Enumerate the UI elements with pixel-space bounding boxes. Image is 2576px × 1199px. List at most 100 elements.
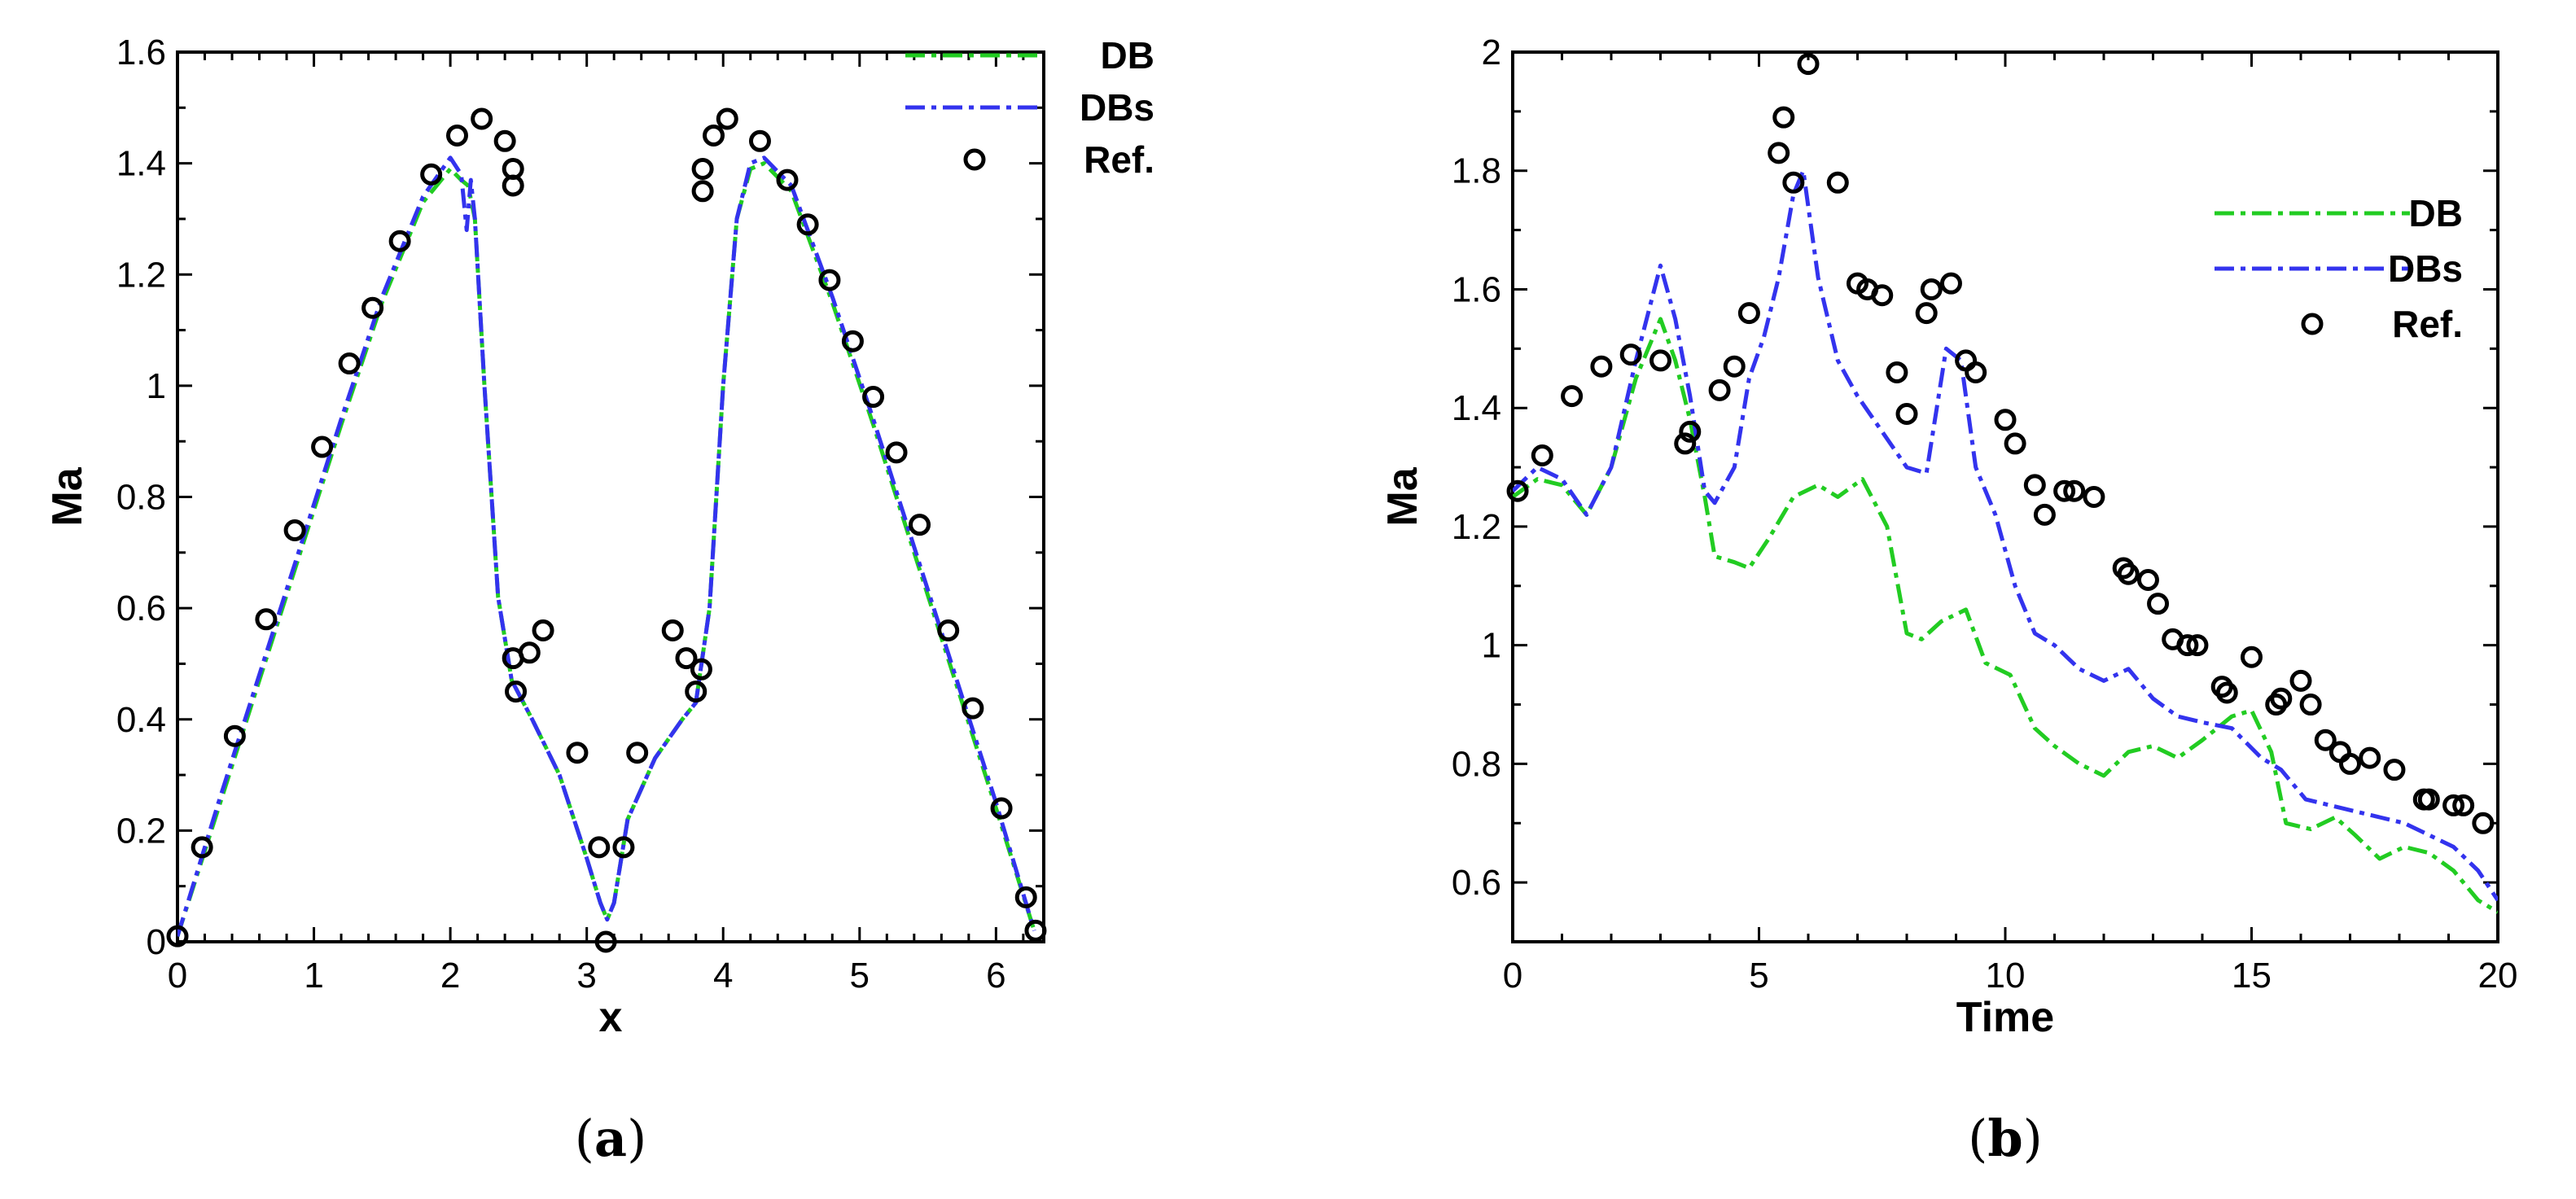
x-tick-label: 3 <box>576 956 596 996</box>
caption-letter: a <box>594 1109 627 1168</box>
ref-marker <box>703 124 725 147</box>
ref-marker <box>502 174 524 197</box>
ref-marker <box>675 647 698 670</box>
ref-marker <box>990 797 1013 820</box>
ref-marker <box>1619 344 1642 366</box>
x-tick-label: 10 <box>1986 956 2026 996</box>
ref-marker <box>2053 479 2076 502</box>
y-axis-title: Ma <box>1379 466 1426 526</box>
ref-marker <box>283 519 306 541</box>
caption-close-paren: ) <box>2023 1109 2043 1168</box>
ref-marker <box>1679 420 1702 443</box>
ref-marker <box>493 129 516 152</box>
ref-marker <box>2417 788 2440 811</box>
ref-marker <box>1939 272 1962 295</box>
ref-marker <box>862 386 885 409</box>
ref-marker <box>388 230 411 252</box>
ref-marker <box>909 514 931 536</box>
ref-marker <box>223 724 246 747</box>
ref-marker <box>716 107 738 130</box>
ref-marker <box>1895 402 1918 425</box>
ref-marker <box>2314 729 2337 751</box>
ref-marker <box>588 836 611 859</box>
y-tick-label: 1.6 <box>116 33 166 72</box>
y-tick-label: 1.6 <box>1452 269 1501 309</box>
ref-marker <box>191 836 213 859</box>
ref-marker <box>338 352 361 375</box>
y-tick-label: 1 <box>1482 626 1501 666</box>
y-tick-label: 0.4 <box>116 700 166 740</box>
series-line-db <box>1513 317 2498 914</box>
ref-marker <box>1955 349 1978 372</box>
ref-marker <box>818 269 841 291</box>
x-axis-title: Time <box>1956 994 2054 1041</box>
ref-marker <box>2147 593 2170 615</box>
ref-marker <box>841 330 864 352</box>
x-tick-label: 20 <box>2478 956 2518 996</box>
ref-marker <box>2328 741 2351 764</box>
ref-marker <box>1506 479 1529 502</box>
ref-marker <box>2186 634 2209 657</box>
ref-marker <box>1024 919 1047 942</box>
x-tick-label: 2 <box>440 956 460 996</box>
y-tick-label: 2 <box>1482 33 1501 72</box>
ref-marker <box>885 441 908 464</box>
ref-marker <box>661 619 684 641</box>
caption-open-paren: ( <box>1968 1109 1987 1168</box>
ref-marker <box>1965 361 1987 383</box>
ref-marker <box>2083 486 2105 508</box>
ref-marker <box>2289 669 2312 692</box>
ref-marker <box>1674 432 1697 455</box>
y-tick-label: 1.4 <box>1452 388 1501 428</box>
x-tick-label: 0 <box>1503 956 1522 996</box>
ref-marker <box>2339 752 2361 775</box>
legend-label: Ref. <box>1084 138 1154 181</box>
ref-marker <box>2270 687 2293 710</box>
ref-marker <box>2117 562 2140 585</box>
ref-marker <box>776 168 799 191</box>
legend-label: DBs <box>2388 247 2463 290</box>
ref-marker <box>1920 278 1943 300</box>
ref-marker <box>166 925 189 947</box>
panel-caption: (a) <box>575 1109 647 1168</box>
ref-marker <box>255 608 278 631</box>
legend-label: DB <box>1101 34 1154 77</box>
ref-marker <box>2023 474 2046 497</box>
ref-marker <box>2472 812 2495 834</box>
ref-marker <box>1561 385 1584 408</box>
ref-marker <box>2063 479 2086 502</box>
series-line-dbs <box>1513 168 2498 902</box>
plot-frame <box>176 50 1045 943</box>
x-tick-label: 5 <box>850 956 870 996</box>
caption-letter: b <box>1987 1109 2022 1168</box>
x-tick-label: 4 <box>713 956 733 996</box>
ref-marker <box>1531 444 1553 466</box>
ref-marker <box>2033 503 2056 526</box>
ref-marker <box>612 836 635 859</box>
ref-marker <box>532 619 554 641</box>
y-tick-label: 1.2 <box>1452 507 1501 547</box>
ref-marker <box>1708 379 1731 401</box>
ref-marker <box>690 658 712 680</box>
caption-close-paren: ) <box>627 1109 646 1168</box>
ref-marker <box>566 742 589 764</box>
x-tick-label: 1 <box>304 956 323 996</box>
legend-marker-ref <box>2301 313 2324 335</box>
ref-marker <box>420 163 443 186</box>
chart-panel-b: 0 5 10 15 20 0.6 0.8 1 1.2 1.4 1.6 1.8 2 Time Ma DB DBs R… <box>1379 33 2517 1168</box>
ref-marker <box>626 742 649 764</box>
ref-marker <box>2452 794 2475 816</box>
ref-marker <box>962 697 984 720</box>
ref-marker <box>1797 53 1820 76</box>
series-line-dbs <box>177 155 1036 937</box>
x-tick-label: 0 <box>168 956 187 996</box>
y-tick-label: 0.8 <box>1452 744 1501 784</box>
y-tick-label: 1.4 <box>116 144 166 184</box>
ref-marker <box>691 180 714 203</box>
ref-marker <box>796 213 819 236</box>
ref-marker <box>2442 794 2465 816</box>
caption-open-paren: ( <box>575 1109 594 1168</box>
ref-marker <box>1915 302 1938 325</box>
y-tick-label: 0.6 <box>116 589 166 628</box>
